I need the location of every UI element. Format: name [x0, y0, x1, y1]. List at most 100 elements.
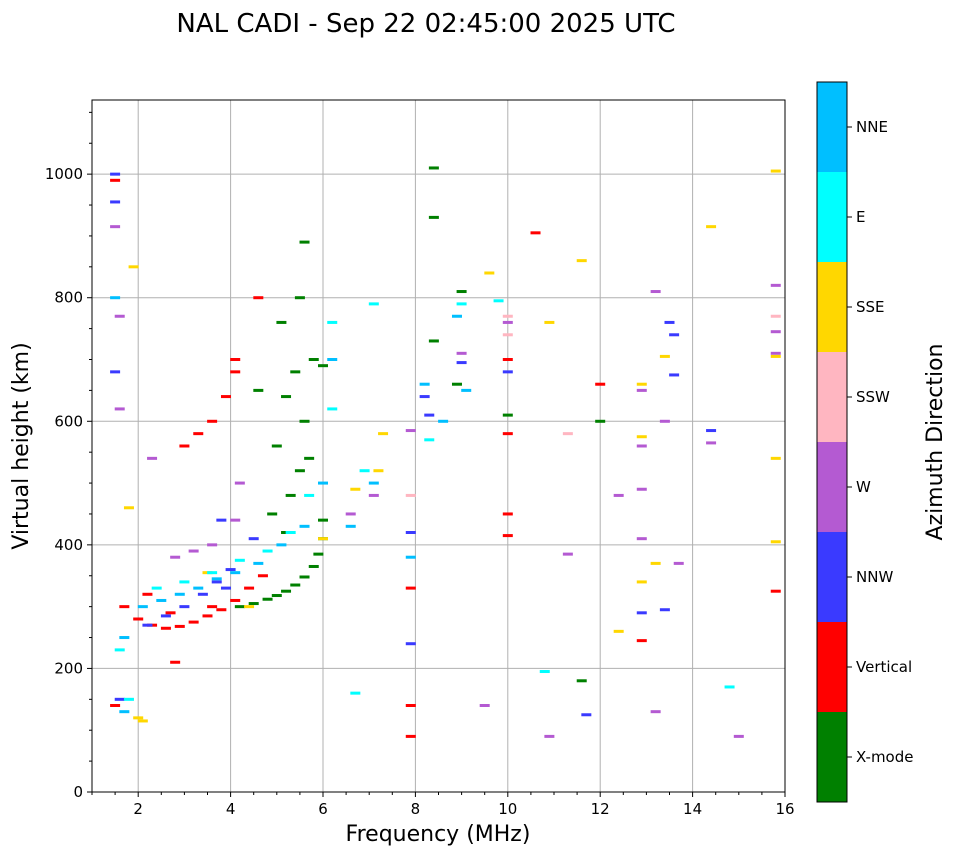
- data-point: [770, 540, 781, 544]
- data-point: [544, 320, 555, 324]
- data-point: [165, 611, 176, 615]
- data-point: [248, 537, 259, 541]
- data-point: [294, 469, 305, 473]
- data-point: [636, 639, 647, 643]
- data-point: [706, 225, 717, 229]
- y-tick-label: 200: [54, 659, 83, 677]
- data-point: [137, 719, 148, 723]
- data-point: [253, 296, 264, 300]
- data-point: [405, 493, 416, 497]
- x-axis-label: Frequency (MHz): [346, 822, 531, 847]
- data-point: [225, 568, 236, 572]
- data-point: [659, 419, 670, 423]
- data-point: [327, 320, 338, 324]
- data-point: [133, 617, 144, 621]
- colorbar-label: SSE: [856, 298, 885, 316]
- x-tick-label: 6: [318, 800, 328, 818]
- data-point: [613, 493, 624, 497]
- data-point: [581, 713, 592, 717]
- data-point: [461, 388, 472, 392]
- data-point: [669, 373, 680, 377]
- data-point: [257, 574, 268, 578]
- data-point: [262, 549, 273, 553]
- data-point: [530, 231, 541, 235]
- data-point: [160, 614, 171, 618]
- data-point: [248, 602, 259, 606]
- data-point: [220, 586, 231, 590]
- data-point: [405, 704, 416, 707]
- data-point: [659, 608, 670, 612]
- data-point: [636, 388, 647, 392]
- data-point: [211, 577, 222, 581]
- data-point: [133, 716, 144, 720]
- data-point: [193, 586, 204, 590]
- data-point: [253, 388, 264, 392]
- data-point: [110, 200, 121, 204]
- data-point: [142, 592, 153, 596]
- colorbar-label: NNE: [856, 118, 888, 136]
- data-point: [234, 558, 245, 562]
- y-axis-ticks: 0 200 400 600 800 1000: [45, 111, 92, 801]
- data-point: [110, 225, 121, 229]
- data-point: [193, 432, 204, 436]
- colorbar-segment: [817, 352, 847, 442]
- data-point: [770, 351, 781, 355]
- data-point: [636, 611, 647, 615]
- data-point: [281, 589, 292, 593]
- colorbar: X-mode Vertical NNW W SSW SSE E NNE: [817, 82, 913, 802]
- data-point: [502, 413, 513, 417]
- x-axis-ticks: 2 4 6 8 10 12 14 16: [91, 792, 795, 818]
- data-point: [114, 314, 125, 318]
- x-tick-label: 2: [133, 800, 143, 818]
- colorbar-label: SSW: [856, 388, 890, 406]
- data-point: [244, 605, 255, 609]
- data-point: [405, 555, 416, 559]
- data-point: [174, 592, 185, 596]
- data-point: [424, 413, 435, 417]
- data-point: [276, 320, 287, 324]
- data-point: [502, 333, 513, 337]
- y-tick-label: 1000: [45, 165, 83, 183]
- data-point: [179, 605, 190, 609]
- data-point: [271, 444, 282, 448]
- data-point: [405, 734, 416, 738]
- data-point: [220, 395, 231, 399]
- data-point: [110, 296, 121, 300]
- data-point: [253, 561, 264, 565]
- data-point: [308, 358, 319, 361]
- data-point: [502, 534, 513, 538]
- colorbar-label: W: [856, 478, 871, 496]
- data-point: [502, 432, 513, 436]
- data-point: [502, 512, 513, 516]
- data-point: [368, 493, 379, 497]
- grid: [92, 100, 786, 793]
- colorbar-segment: [817, 82, 847, 172]
- data-point: [576, 679, 587, 683]
- data-point: [137, 605, 148, 609]
- data-point: [188, 620, 199, 624]
- data-point: [669, 333, 680, 337]
- data-point: [119, 605, 130, 609]
- colorbar-segment: [817, 712, 847, 802]
- data-point: [502, 314, 513, 318]
- data-point: [230, 598, 241, 602]
- data-point: [308, 564, 319, 568]
- data-point: [368, 302, 379, 306]
- data-point: [770, 283, 781, 287]
- data-point: [613, 629, 624, 633]
- colorbar-label: Vertical: [856, 658, 912, 676]
- data-point: [299, 240, 310, 244]
- data-point: [262, 597, 273, 601]
- data-point: [673, 561, 684, 565]
- data-point: [456, 302, 467, 306]
- data-point: [733, 734, 744, 738]
- data-point: [197, 592, 208, 596]
- data-point: [244, 586, 255, 590]
- data-point: [114, 407, 125, 411]
- data-point: [156, 598, 167, 602]
- data-point: [706, 441, 717, 445]
- x-tick-label: 8: [411, 800, 421, 818]
- data-point: [290, 583, 301, 587]
- data-point: [110, 178, 121, 182]
